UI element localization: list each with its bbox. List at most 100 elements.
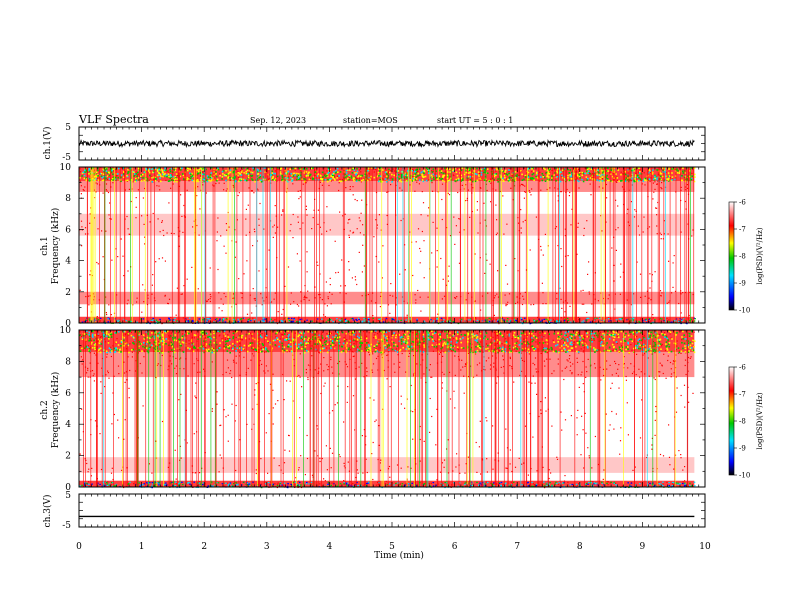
spectrogram-cell — [195, 397, 197, 399]
spectrogram-cell — [440, 317, 443, 319]
spectrogram-cell — [467, 168, 470, 171]
spectrogram-cell — [492, 355, 494, 357]
spectrogram-cell — [610, 387, 612, 389]
spectrogram-cell — [606, 197, 608, 199]
spectrogram-cell — [331, 366, 333, 368]
spectrogram-cell — [404, 174, 407, 177]
spectrogram-cell — [187, 375, 189, 377]
spectrogram-cell — [300, 455, 302, 457]
spectrogram-cell — [654, 181, 656, 183]
spectrogram-cell — [108, 214, 110, 216]
spectrogram-cell — [313, 176, 315, 179]
spectrogram-cell — [242, 178, 245, 181]
spectrogram-cell — [250, 359, 252, 361]
spectrogram-cell — [532, 362, 534, 364]
spectrogram-cell — [597, 171, 600, 174]
spectrogram-cell — [253, 192, 255, 194]
spectrogram-cell — [671, 292, 673, 294]
spectrogram-cell — [480, 171, 483, 174]
spectrogram-cell — [618, 387, 620, 389]
spectrogram-cell — [81, 226, 83, 228]
spectrogram-cell — [514, 179, 517, 181]
spectrogram-cell — [523, 298, 525, 300]
spectrogram-cell — [656, 183, 658, 185]
spectrogram-cell — [620, 173, 622, 176]
spectrogram-cell — [678, 172, 681, 174]
spectrogram-cell — [497, 319, 499, 321]
spectrogram-cell — [189, 177, 192, 180]
spectrogram-cell — [350, 177, 353, 179]
spectrogram-cell — [190, 176, 192, 178]
spectrogram-cell — [693, 320, 696, 322]
spectrogram-cell — [663, 220, 665, 222]
spectrogram-cell — [532, 177, 534, 180]
spectrogram-cell — [201, 467, 203, 469]
spectrogram-cell — [589, 183, 591, 185]
spectrogram-cell — [505, 467, 507, 469]
spectrogram-cell — [103, 169, 105, 172]
spectrogram-cell — [97, 169, 99, 172]
spectrogram-cell — [169, 168, 171, 171]
spectrogram-cell — [542, 254, 544, 256]
spectrogram-cell — [602, 171, 604, 174]
spectrogram-cell — [377, 171, 380, 174]
spectrogram-cell — [519, 374, 521, 376]
spectrogram-cell — [417, 228, 420, 230]
spectrogram-cell — [378, 425, 380, 427]
spectrogram-cell — [682, 172, 685, 174]
spectrogram-cell — [206, 300, 209, 302]
spectrogram-cell — [213, 168, 215, 171]
spectrogram-cell — [151, 319, 153, 322]
spectrogram-cell — [668, 301, 670, 303]
spectrogram-cell — [638, 167, 640, 170]
spectrogram-cell — [145, 167, 147, 170]
spectrogram-cell — [449, 235, 452, 237]
spectrogram-cell — [257, 168, 259, 171]
spectrogram-cell — [413, 174, 416, 177]
spectrogram-cell — [107, 171, 110, 173]
spectrogram-cell — [535, 216, 537, 218]
spectrogram-cell — [254, 389, 256, 391]
spectrogram-cell — [548, 176, 550, 178]
spectrogram-cell — [486, 458, 488, 460]
spectrogram-cell — [106, 356, 108, 358]
spectrogram-cell — [415, 176, 417, 178]
spectrogram-cell — [232, 177, 234, 179]
spectrogram-cell — [521, 463, 523, 465]
spectrogram-cell — [615, 372, 617, 374]
spectrogram-cell — [446, 284, 448, 286]
spectrogram-cell — [133, 175, 135, 177]
spectrogram-cell — [556, 172, 559, 174]
spectrogram-cell — [144, 243, 146, 245]
spectrogram-cell — [453, 216, 455, 218]
spectrogram-cell — [419, 296, 421, 298]
spectrogram-cell — [158, 174, 160, 176]
spectrogram-cell — [102, 179, 105, 181]
spectrogram-cell — [135, 177, 137, 180]
spectrogram-cell — [474, 300, 476, 303]
spectrogram-cell — [369, 397, 371, 399]
spectrogram-cell — [175, 177, 177, 179]
spectrogram-cell — [636, 261, 638, 263]
spectrogram-cell — [277, 400, 279, 402]
spectrogram-cell — [117, 173, 119, 175]
spectrogram-cell — [639, 376, 641, 378]
spectrogram-cell — [442, 172, 445, 175]
spectrogram-cell — [353, 177, 355, 179]
spectrogram-cell — [161, 257, 164, 259]
spectrogram-cell — [522, 183, 524, 186]
spectrogram-cell — [423, 169, 425, 172]
spectrogram-cell — [648, 375, 650, 377]
spectrogram-cell — [298, 175, 300, 178]
spectrogram-cell — [596, 174, 599, 177]
spectrogram-cell — [448, 265, 450, 267]
spectrogram-cell — [102, 256, 104, 258]
spectrogram-cell — [238, 178, 241, 180]
spectrogram-cell — [242, 167, 245, 169]
spectrogram-cell — [467, 172, 470, 174]
spectrogram-cell — [407, 466, 409, 468]
spectrogram-cell — [319, 226, 321, 228]
spectrogram-cell — [216, 179, 218, 182]
spectrogram-cell — [176, 180, 178, 183]
spectrogram-cell — [389, 171, 391, 174]
